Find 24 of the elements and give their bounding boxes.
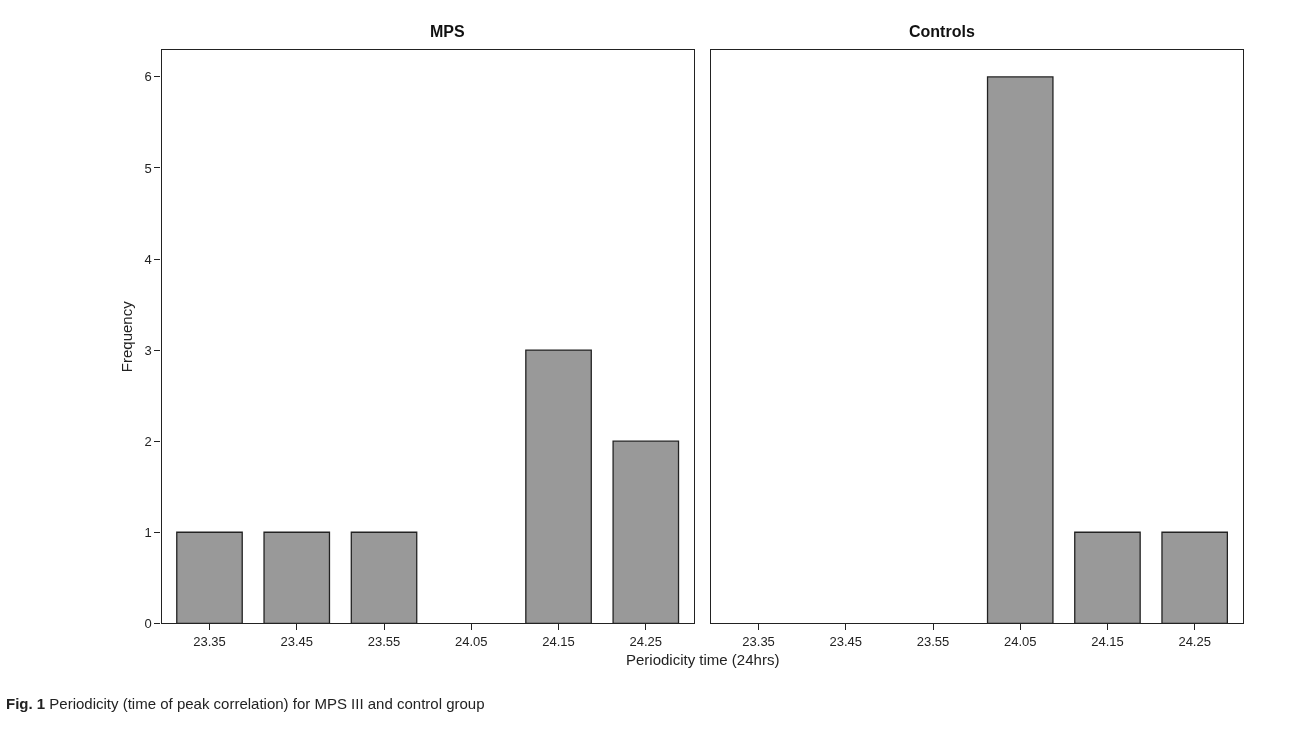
x-tick-label: 24.25 [1178,634,1211,650]
x-tick-label: 24.05 [455,634,488,650]
y-tick-label: 1 [144,524,152,540]
chart-title: MPS [430,23,465,40]
y-tick-label: 3 [144,342,152,358]
y-tick-label: 4 [144,251,152,267]
x-tick-label: 23.55 [916,634,950,650]
y-tick-label: 2 [144,433,152,449]
x-tick-label: 23.55 [367,634,401,650]
y-tick-label: 5 [144,160,152,176]
x-tick-label: 24.25 [629,634,663,650]
x-tick-label: 23.45 [829,634,863,650]
x-tick-label: 23.45 [280,634,314,650]
x-tick-label: 24.15 [1091,634,1124,650]
text: Fig. 1 Periodicity (time of peak correlation) for MPS III and control group [6,695,485,712]
y-tick-label: 6 [144,69,152,85]
x-axis-title: Periodicity time (24hrs) [626,651,780,668]
x-tick-label: 24.15 [542,634,575,650]
chart-title: Controls [909,23,975,40]
x-tick-label: 24.05 [1003,634,1037,650]
x-tick-label: 23.35 [193,634,226,650]
y-tick-label: 0 [144,615,152,631]
x-tick-label: 23.35 [742,634,775,650]
y-axis-title: Frequency [118,300,136,373]
